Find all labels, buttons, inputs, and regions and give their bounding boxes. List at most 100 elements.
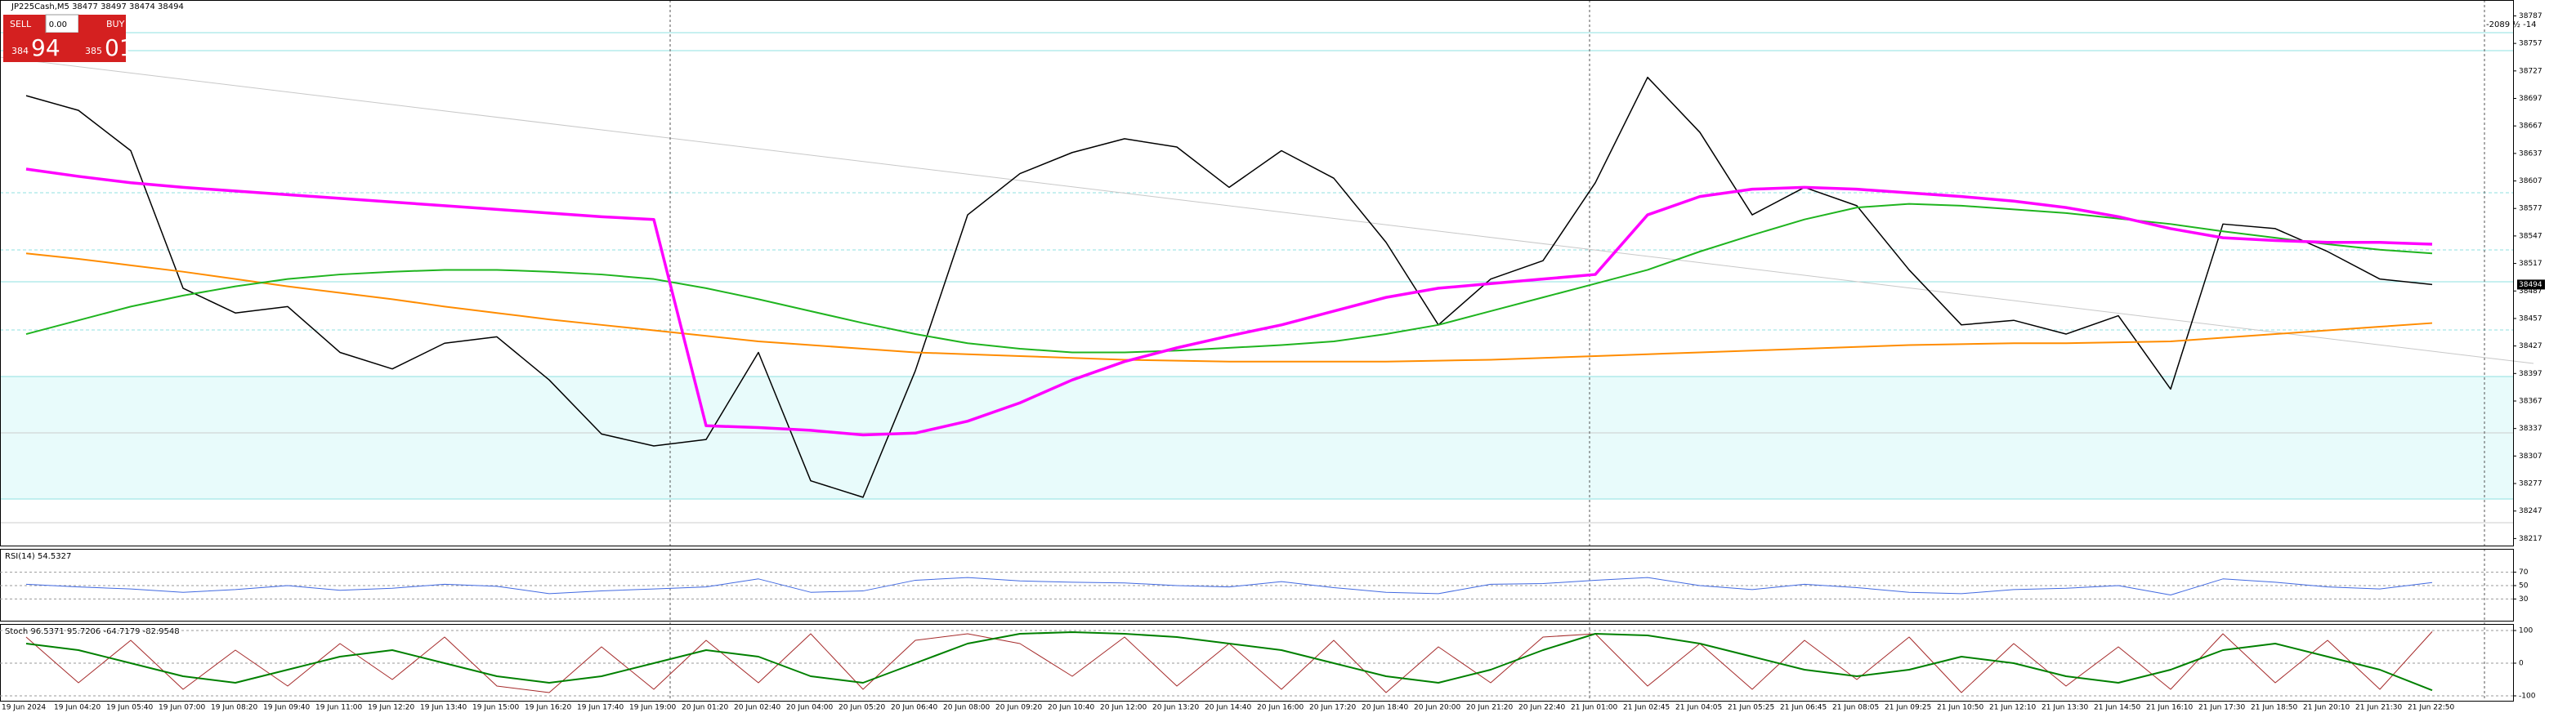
x-tick-label: 19 Jun 12:20 [368, 704, 414, 712]
x-tick-label: 21 Jun 02:45 [1623, 704, 1670, 712]
y-tick-label: 38217 [2519, 535, 2542, 543]
y-tick-label: 38577 [2519, 205, 2542, 213]
x-tick-label: 20 Jun 10:40 [1048, 704, 1094, 712]
x-tick-label: 20 Jun 17:20 [1309, 704, 1356, 712]
bid-big: 384 [11, 46, 29, 56]
x-tick-label: 19 Jun 04:20 [54, 704, 101, 712]
current-price-box [2517, 279, 2545, 290]
x-tick-label: 21 Jun 18:50 [2251, 704, 2297, 712]
x-tick-label: 21 Jun 22:50 [2408, 704, 2454, 712]
x-tick-label: 20 Jun 06:40 [891, 704, 937, 712]
x-tick-label: 19 Jun 2024 [2, 704, 46, 712]
series-line [25, 252, 2433, 363]
y-tick-label: 38667 [2519, 123, 2542, 131]
x-tick-label: 20 Jun 20:00 [1414, 704, 1460, 712]
y-tick-label: -100 [2519, 693, 2536, 701]
x-tick-label: 21 Jun 21:30 [2355, 704, 2402, 712]
rsi-title: RSI(14) 54.5327 [5, 552, 71, 561]
y-tick-label: 38637 [2519, 149, 2542, 158]
y-tick-label: 38247 [2519, 507, 2542, 515]
y-tick-label: 38517 [2519, 260, 2542, 268]
ask-small: 01 [105, 34, 134, 61]
x-tick-label: 20 Jun 01:20 [682, 704, 728, 712]
current-price: 38494 [2519, 281, 2542, 289]
x-tick-label: 20 Jun 05:20 [839, 704, 885, 712]
y-tick-label: 38367 [2519, 397, 2542, 405]
sell-button[interactable]: SELL [10, 19, 32, 29]
y-tick-label: 38397 [2519, 370, 2542, 378]
y-tick-label: 38337 [2519, 425, 2542, 433]
x-tick-label: 21 Jun 08:05 [1832, 704, 1879, 712]
buy-box[interactable] [78, 15, 126, 62]
y-tick-label: 38757 [2519, 40, 2542, 48]
corner-info: -2089 ½ -14 [2486, 20, 2536, 29]
x-tick-label: 21 Jun 14:50 [2094, 704, 2140, 712]
y-tick-label: 38277 [2519, 480, 2542, 488]
y-tick-label: 30 [2519, 595, 2529, 604]
y-tick-label: 50 [2519, 582, 2529, 590]
x-tick-label: 19 Jun 15:00 [472, 704, 519, 712]
x-tick-label: 20 Jun 18:40 [1362, 704, 1408, 712]
series-line [25, 203, 2433, 354]
y-tick-label: 38607 [2519, 177, 2542, 185]
x-tick-label: 20 Jun 13:20 [1152, 704, 1199, 712]
y-tick-label: 38697 [2519, 95, 2542, 103]
chart-title: JP225Cash,M5 38477 38497 38474 38494 [11, 2, 184, 11]
x-tick-label: 20 Jun 04:00 [786, 704, 833, 712]
x-tick-label: 21 Jun 05:25 [1728, 704, 1774, 712]
trade-panel: SELL 0.00 BUY 384 94 385 01 [3, 14, 134, 62]
y-tick-label: 100 [2519, 627, 2533, 635]
y-tick-label: 38547 [2519, 232, 2542, 240]
sell-box[interactable] [3, 15, 46, 62]
buy-button[interactable]: BUY [106, 19, 125, 29]
x-tick-label: 20 Jun 08:00 [943, 704, 990, 712]
y-tick-label: 38787 [2519, 12, 2542, 20]
y-tick-label: 0 [2519, 660, 2524, 668]
y-tick-label: 38487 [2519, 287, 2542, 296]
x-tick-label: 21 Jun 12:10 [1989, 704, 2036, 712]
x-tick-label: 19 Jun 05:40 [106, 704, 153, 712]
trend-line [0, 56, 2534, 364]
y-tick-label: 38727 [2519, 67, 2542, 75]
x-tick-label: 19 Jun 08:20 [211, 704, 257, 712]
x-tick-label: 20 Jun 16:00 [1257, 704, 1304, 712]
stoch-title: Stoch 96.5371 95.7206 -64.7179 -82.9548 [5, 627, 180, 636]
x-tick-label: 21 Jun 16:10 [2146, 704, 2193, 712]
ask-big: 385 [85, 46, 102, 56]
y-tick-label: 38457 [2519, 314, 2542, 323]
x-tick-label: 21 Jun 20:10 [2303, 704, 2350, 712]
x-tick-label: 20 Jun 02:40 [734, 704, 780, 712]
x-tick-label: 20 Jun 14:40 [1205, 704, 1251, 712]
x-tick-label: 19 Jun 09:40 [263, 704, 310, 712]
x-tick-label: 19 Jun 11:00 [315, 704, 362, 712]
x-tick-label: 19 Jun 13:40 [420, 704, 467, 712]
bid-small: 94 [31, 34, 60, 61]
y-tick-label: 70 [2519, 568, 2529, 577]
x-tick-label: 21 Jun 06:45 [1780, 704, 1827, 712]
x-tick-label: 21 Jun 04:05 [1675, 704, 1722, 712]
x-tick-label: 19 Jun 07:00 [159, 704, 205, 712]
series-line [25, 631, 2433, 692]
x-tick-label: 20 Jun 21:20 [1466, 704, 1513, 712]
x-tick-label: 19 Jun 16:20 [525, 704, 571, 712]
sell-box-ext [46, 33, 78, 62]
series-line [25, 76, 2433, 498]
x-tick-label: 19 Jun 17:40 [577, 704, 624, 712]
y-tick-label: 38427 [2519, 342, 2542, 350]
x-tick-label: 21 Jun 09:25 [1885, 704, 1931, 712]
x-tick-label: 21 Jun 10:50 [1937, 704, 1983, 712]
x-tick-label: 21 Jun 13:30 [2042, 704, 2088, 712]
x-tick-label: 20 Jun 09:20 [995, 704, 1042, 712]
x-tick-label: 21 Jun 17:30 [2198, 704, 2245, 712]
zone [0, 377, 2513, 499]
x-tick-label: 20 Jun 12:00 [1100, 704, 1147, 712]
x-tick-label: 19 Jun 19:00 [629, 704, 676, 712]
lot-size[interactable]: 0.00 [49, 20, 67, 29]
series-line [25, 577, 2433, 595]
main-frame [0, 0, 2514, 546]
x-tick-label: 20 Jun 22:40 [1518, 704, 1565, 712]
x-tick-label: 21 Jun 01:00 [1571, 704, 1617, 712]
series-line [25, 167, 2433, 437]
